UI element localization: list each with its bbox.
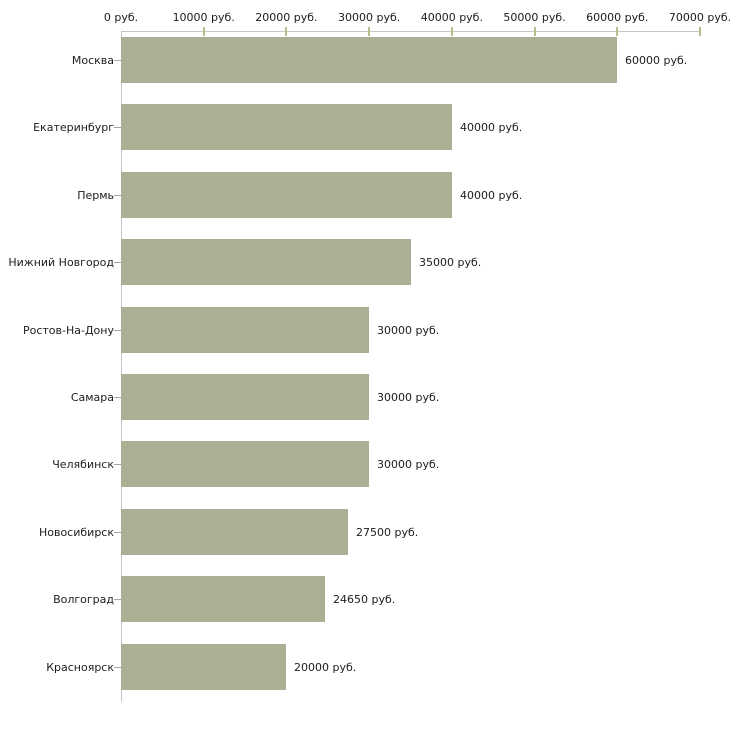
bar-value-label: 60000 руб. <box>625 53 688 67</box>
category-label: Москва <box>71 53 114 67</box>
bar <box>121 576 325 622</box>
x-tick-label: 70000 руб. <box>668 11 730 24</box>
bar <box>121 239 411 285</box>
x-tick-label: 30000 руб. <box>338 11 401 24</box>
bar <box>121 37 617 83</box>
x-tick-label: 50000 руб. <box>503 11 566 24</box>
y-axis-line <box>121 31 122 702</box>
x-tick-mark <box>616 27 619 36</box>
bar <box>121 644 286 690</box>
bar-value-label: 35000 руб. <box>419 255 482 269</box>
bar-value-label: 40000 руб. <box>460 120 523 134</box>
category-label: Самара <box>70 390 114 404</box>
x-tick-label: 40000 руб. <box>420 11 483 24</box>
category-label: Красноярск <box>46 660 114 674</box>
x-tick-label: 10000 руб. <box>172 11 235 24</box>
category-label: Челябинск <box>52 457 114 471</box>
category-tick-mark <box>114 262 121 263</box>
bar <box>121 172 452 218</box>
bar <box>121 307 369 353</box>
category-tick-mark <box>114 330 121 331</box>
bar <box>121 374 369 420</box>
bar-value-label: 40000 руб. <box>460 188 523 202</box>
x-tick-label: 60000 руб. <box>586 11 649 24</box>
x-tick-mark <box>450 27 453 36</box>
category-label: Нижний Новгород <box>8 255 114 269</box>
category-label: Волгоград <box>53 592 114 606</box>
x-tick-mark <box>699 27 701 36</box>
bar-value-label: 20000 руб. <box>294 660 357 674</box>
category-tick-mark <box>114 60 121 61</box>
bar <box>121 104 452 150</box>
x-tick-label: 20000 руб. <box>255 11 318 24</box>
bar-value-label: 30000 руб. <box>377 457 440 471</box>
category-label: Екатеринбург <box>33 120 114 134</box>
category-tick-mark <box>114 397 121 398</box>
bar <box>121 509 348 555</box>
category-tick-mark <box>114 599 121 600</box>
category-tick-mark <box>114 464 121 465</box>
bar-value-label: 30000 руб. <box>377 390 440 404</box>
x-tick-mark <box>533 27 536 36</box>
bar-value-label: 24650 руб. <box>333 592 396 606</box>
category-tick-mark <box>114 532 121 533</box>
x-tick-mark <box>368 27 371 36</box>
category-tick-mark <box>114 195 121 196</box>
category-tick-mark <box>114 667 121 668</box>
x-tick-mark <box>285 27 288 36</box>
category-label: Ростов-На-Дону <box>22 323 114 337</box>
category-label: Пермь <box>77 188 114 202</box>
category-label: Новосибирск <box>38 525 114 539</box>
bar-value-label: 27500 руб. <box>356 525 419 539</box>
bar-value-label: 30000 руб. <box>377 323 440 337</box>
category-tick-mark <box>114 127 121 128</box>
x-tick-label: 0 руб. <box>103 11 139 24</box>
x-tick-mark <box>202 27 205 36</box>
bar <box>121 441 369 487</box>
x-axis-line <box>121 31 700 32</box>
